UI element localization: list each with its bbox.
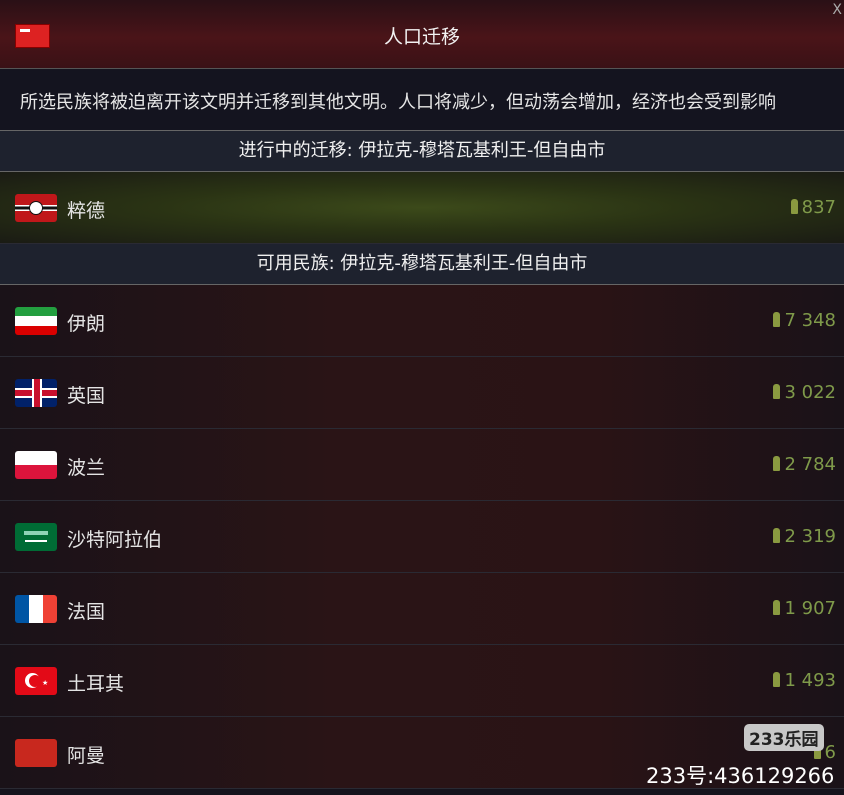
population-icon	[773, 672, 781, 687]
france-flag-icon	[15, 595, 57, 623]
nation-row-poland[interactable]: 波兰 2 784	[0, 429, 844, 501]
nation-row-turkey[interactable]: ★ 土耳其 1 493	[0, 645, 844, 717]
nation-row-france[interactable]: 法国 1 907	[0, 573, 844, 645]
nation-name: 土耳其	[67, 673, 125, 695]
description: 所选民族将被迫离开该文明并迁移到其他文明。人口将减少，但动荡会增加，经济也会受到…	[0, 69, 844, 131]
population-icon	[773, 312, 781, 327]
description-text: 所选民族将被迫离开该文明并迁移到其他文明。人口将减少，但动荡会增加，经济也会受到…	[20, 92, 776, 113]
iran-flag-icon	[15, 307, 57, 335]
population: 1 907	[773, 598, 836, 619]
in-progress-header: 进行中的迁移: 伊拉克-穆塔瓦基利王-但自由市	[0, 131, 844, 172]
nation-name: 英国	[67, 385, 106, 407]
nation-name: 法国	[67, 601, 106, 623]
migration-row-nazi[interactable]: 粹德 837	[0, 172, 844, 244]
population-icon	[773, 528, 781, 543]
population-icon	[773, 456, 781, 471]
population: 2 784	[773, 454, 836, 475]
nation-name: 波兰	[67, 457, 106, 479]
available-header: 可用民族: 伊拉克-穆塔瓦基利王-但自由市	[0, 244, 844, 285]
population: 2 319	[773, 526, 836, 547]
nation-row-iran[interactable]: 伊朗 7 348	[0, 285, 844, 357]
nation-row-uk[interactable]: 英国 3 022	[0, 357, 844, 429]
oman-flag-icon	[15, 739, 57, 767]
poland-flag-icon	[15, 451, 57, 479]
population: 7 348	[773, 310, 836, 331]
turkey-flag-icon: ★	[15, 667, 57, 695]
nazi-flag-icon	[15, 194, 57, 222]
civilization-flag-icon	[15, 24, 50, 48]
uk-flag-icon	[15, 379, 57, 407]
population-icon	[813, 744, 821, 759]
population: 1 493	[773, 670, 836, 691]
nation-row-saudi[interactable]: 沙特阿拉伯 2 319	[0, 501, 844, 573]
watermark-logo: 233乐园	[744, 724, 824, 751]
nation-name: 沙特阿拉伯	[67, 529, 163, 551]
saudi-flag-icon	[15, 523, 57, 551]
population: 837	[790, 197, 836, 218]
close-button[interactable]: X	[832, 2, 842, 18]
nation-name: 阿曼	[67, 745, 106, 767]
population-icon	[773, 600, 781, 615]
watermark-id: 233号:436129266	[646, 764, 835, 788]
nation-row-oman[interactable]: 阿曼 6	[0, 717, 844, 789]
population: 6	[813, 742, 836, 763]
population: 3 022	[773, 382, 836, 403]
dialog-header: 人口迁移 X	[0, 0, 844, 69]
nation-name: 粹德	[67, 200, 106, 222]
dialog-title: 人口迁移	[383, 26, 460, 48]
population-icon	[790, 199, 798, 214]
population-icon	[773, 384, 781, 399]
nation-name: 伊朗	[67, 313, 106, 335]
